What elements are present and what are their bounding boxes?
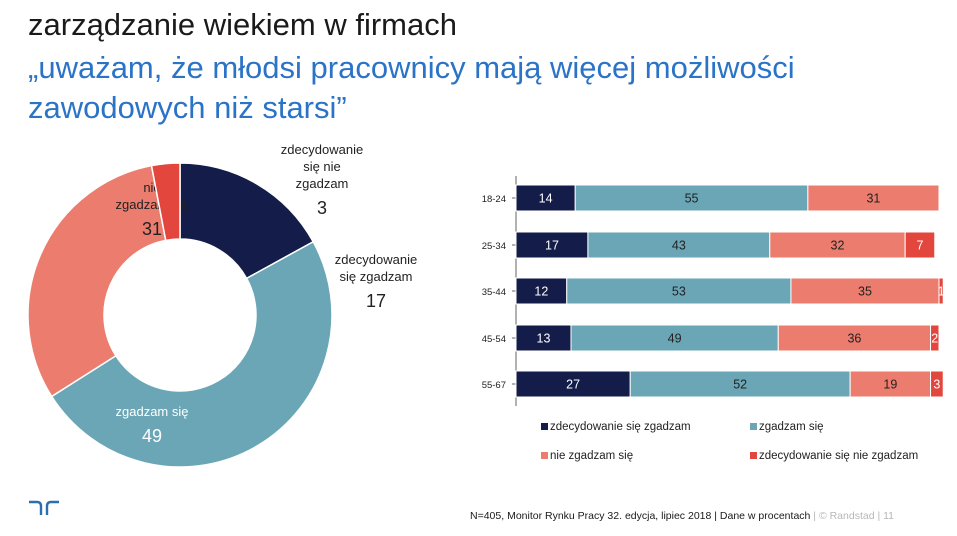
bar-segment (777, 324, 932, 352)
bar-segment (515, 277, 568, 305)
bar-value-label: 19 (883, 378, 897, 392)
donut-slice-value: 31 (142, 219, 162, 239)
bar-value-label: 2 (931, 332, 938, 346)
slide-subtitle: „uważam, że młodsi pracownicy mają więce… (28, 50, 795, 125)
bar-value-label: 36 (847, 332, 861, 346)
bar-value-label: 43 (672, 239, 686, 253)
bar-segment (849, 370, 932, 398)
donut-slice-label: się nie (303, 159, 341, 174)
legend-label: zdecydowanie się zgadzam (550, 421, 691, 433)
donut-slice-value: 49 (142, 426, 162, 446)
donut-slice-label: się zgadzam (340, 269, 413, 284)
bar-category-label: 18-24 (482, 194, 506, 205)
bar-segment (807, 184, 940, 212)
donut-slice-label: zdecydowanie (335, 252, 417, 267)
legend-swatch (541, 423, 548, 430)
bar-segment (938, 277, 944, 305)
donut-slice (50, 240, 333, 468)
bar-segment (790, 277, 940, 305)
bar-segment (904, 231, 936, 259)
bar-value-label: 35 (858, 285, 872, 299)
bar-value-label: 49 (668, 332, 682, 346)
bar-category-label: 25-34 (482, 241, 506, 252)
bar-segment (515, 184, 576, 212)
donut-slice-label: zgadzam się (116, 404, 189, 419)
legend-label: zgadzam się (759, 421, 824, 433)
bar-segment (574, 184, 809, 212)
footer-page-number: | 11 (877, 510, 895, 522)
donut-slice (27, 164, 167, 398)
donut-slice (150, 162, 181, 242)
bar-value-label: 52 (733, 378, 747, 392)
legend-swatch (541, 452, 548, 459)
footer-brand: | © Randstad (813, 510, 875, 522)
donut-slice-value: 3 (317, 198, 327, 218)
bar-segment (515, 370, 631, 398)
bar-value-label: 12 (534, 285, 548, 299)
donut-slice-label: zgadzam (296, 176, 349, 191)
slide-title: zarządzanie wiekiem w firmach (28, 7, 457, 42)
bar-segment (930, 370, 944, 398)
bar-segment (769, 231, 906, 259)
bar-category-label: 45-54 (482, 334, 506, 345)
bar-value-label: 1 (938, 285, 945, 299)
bar-segment (930, 324, 940, 352)
donut-slice-label: zdecydowanie (281, 142, 363, 157)
bar-segment (629, 370, 851, 398)
footer-source: N=405, Monitor Rynku Pracy 32. edycja, l… (470, 510, 811, 522)
bar-segment (570, 324, 779, 352)
bar-value-label: 32 (831, 239, 845, 253)
footer: N=405, Monitor Rynku Pracy 32. edycja, l… (470, 510, 894, 522)
legend-label: nie zgadzam się (550, 450, 633, 462)
randstad-logo-icon (29, 500, 59, 515)
bar-value-label: 31 (866, 192, 880, 206)
bar-segment (515, 231, 589, 259)
bar-category-label: 35-44 (482, 287, 506, 298)
bar-value-label: 55 (685, 192, 699, 206)
bar-value-label: 14 (539, 192, 553, 206)
bar-value-label: 27 (566, 378, 580, 392)
bar-category-label: 55-67 (482, 380, 506, 391)
bar-value-label: 3 (933, 378, 940, 392)
legend-swatch (750, 452, 757, 459)
legend-label: zdecydowanie się nie zgadzam (759, 450, 918, 462)
legend-swatch (750, 423, 757, 430)
bar-value-label: 17 (545, 239, 559, 253)
randstad-logo (28, 500, 60, 521)
donut-slice-value: 17 (366, 291, 386, 311)
bar-value-label: 53 (672, 285, 686, 299)
bar-value-label: 13 (537, 332, 551, 346)
bar-value-label: 7 (916, 239, 923, 253)
